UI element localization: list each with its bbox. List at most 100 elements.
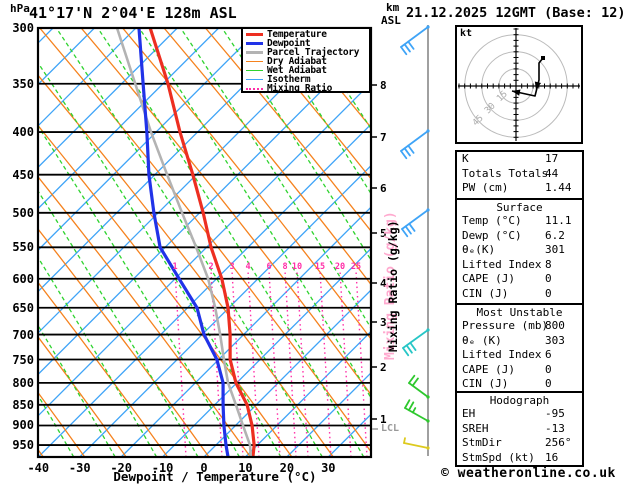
pressure-tick-label: 550 (12, 240, 34, 255)
dry-adiabat-line (122, 28, 371, 341)
mixing-ratio-value-label: 8 (282, 262, 287, 272)
legend: Temperature Dewpoint Parcel Trajectory Dry … (241, 27, 371, 93)
curve-dewpoint (137, 28, 230, 457)
panel-row-value: 6 (545, 348, 552, 362)
altitude-tick-label: 8 (380, 79, 387, 92)
mixing-ratio-value-label: 2 (208, 262, 213, 272)
panel-row: Lifted Index 8 (457, 258, 582, 273)
altitude-tick-label: 7 (380, 131, 387, 144)
wet-adiabat-line (38, 61, 282, 457)
mixing-ratio-value-label: 25 (351, 262, 361, 272)
panel-row-label: EH (462, 407, 476, 420)
panel-row-value: 303 (545, 333, 565, 347)
temp-tick-label: -40 (27, 461, 50, 475)
panel-row: CIN (J) 0 (457, 377, 582, 392)
legend-line-sample (246, 61, 263, 62)
wind-barb (403, 437, 430, 450)
panel-row: θₑ (K) 303 (457, 334, 582, 349)
mixing-ratio-line (319, 270, 332, 457)
pressure-tick-label: 450 (12, 167, 34, 182)
panel-section-title: Most Unstable (476, 306, 563, 319)
panel-row-value: 256° (545, 436, 572, 450)
wet-adiabat-line (180, 28, 371, 330)
pressure-tick-label: 350 (12, 76, 34, 91)
legend-row: Dewpoint (243, 39, 369, 48)
temp-tick-label: 0 (200, 461, 208, 475)
panel-row-label: θₑ(K) (462, 243, 496, 257)
altitude-tick-label: 6 (380, 182, 387, 195)
panel-row: PW (cm) 1.44 (457, 181, 582, 196)
isotherm-line (38, 28, 303, 293)
panel-row-value: -13 (545, 421, 565, 435)
pressure-tick-label: 700 (12, 327, 34, 342)
panel-row-label: Totals Totals (462, 166, 549, 180)
panel-row: Totals Totals 44 (457, 167, 582, 182)
pressure-tick-label: 950 (12, 438, 34, 453)
mixing-ratio-line (174, 270, 187, 457)
temp-tick-label: 20 (279, 461, 295, 475)
legend-row: Temperature (243, 30, 369, 39)
mixing-ratio-line (339, 270, 352, 457)
panel-row-value: 0 (545, 362, 552, 376)
dry-adiabat-line (38, 74, 334, 457)
legend-line-sample (246, 33, 263, 36)
altitude-tick-label: 1 (380, 413, 387, 426)
panel-row-label: SREH (462, 421, 489, 435)
isotherm-line (38, 28, 137, 127)
mixing-ratio-value-label: 15 (315, 262, 325, 272)
panel-row-label: Lifted Index (462, 348, 542, 362)
mixing-ratio-value-label: 3 (229, 262, 234, 272)
wind-barb (400, 129, 430, 160)
isotherm-line (79, 164, 371, 457)
pressure-tick-label: 800 (12, 375, 34, 390)
wind-barb (401, 208, 430, 238)
datetime-header: 21.12.2025 12GMT (Base: 12) (406, 5, 626, 21)
panel-row-value: 0 (545, 286, 552, 300)
panel-section-title: Hodograph (489, 394, 550, 407)
mixing-ratio-line (355, 270, 368, 457)
panel-row: StmSpd (kt) 16 (457, 451, 582, 466)
hodograph-trace (511, 57, 544, 97)
panel-row-value: 44 (545, 166, 559, 180)
dry-adiabat-line (38, 335, 127, 457)
panel-row-label: θₑ (K) (462, 333, 502, 347)
pressure-tick-label: 500 (12, 205, 34, 220)
temp-tick-label: 10 (238, 461, 253, 475)
hodograph-unit-label: kt (460, 28, 473, 39)
panel-box: K 17 Totals Totals 44 PW (cm) 1.44 (455, 150, 584, 200)
panel-row-label: CIN (J) (462, 377, 509, 391)
panel-row-value: 1.44 (545, 181, 572, 195)
lcl-marker-label: LCL (381, 423, 400, 434)
temp-tick-label: -20 (110, 461, 132, 475)
panel-row: Dewp (°C) 6.2 (457, 229, 582, 244)
panel-row-value: 17 (545, 152, 559, 165)
legend-label: Mixing Ratio (267, 83, 333, 94)
pressure-tick-label: 600 (12, 271, 34, 286)
legend-line-sample (246, 42, 263, 45)
panel-row-value: 6.2 (545, 228, 565, 242)
panel-box: Most Unstable Pressure (mb) 800 θₑ (K) 303 Li… (455, 303, 584, 393)
mixing-ratio-line (268, 270, 281, 457)
mixing-ratio-line (231, 270, 244, 457)
dry-adiabat-line (38, 175, 251, 457)
panel-section-title: Surface (496, 201, 543, 214)
mixing-ratio-value-label: 10 (292, 262, 302, 272)
legend-line-sample (246, 51, 263, 54)
isotherm-line (162, 247, 371, 457)
mixing-ratio-value-label: 1 (172, 262, 177, 272)
panel-row-value: 8 (545, 257, 552, 271)
hodograph-trace-start (541, 56, 545, 60)
panel-row-label: Dewp (°C) (462, 228, 522, 242)
dry-adiabat-line (38, 281, 169, 457)
pressure-tick-label: 850 (12, 397, 34, 412)
indices-panel: K 17 Totals Totals 44 PW (cm) 1.44 Surface Temp… (455, 0, 584, 486)
panel-row: Pressure (mb) 800 (457, 319, 582, 334)
legend-label: Dewpoint (267, 38, 311, 49)
panel-row-value: 0 (545, 272, 552, 286)
altitude-tick-label: 2 (380, 361, 387, 374)
panel-row: Lifted Index 6 (457, 348, 582, 363)
pressure-tick-label: 900 (12, 418, 34, 433)
panel-row-value: 11.1 (545, 214, 572, 227)
altitude-tick-label: 3 (380, 316, 387, 329)
